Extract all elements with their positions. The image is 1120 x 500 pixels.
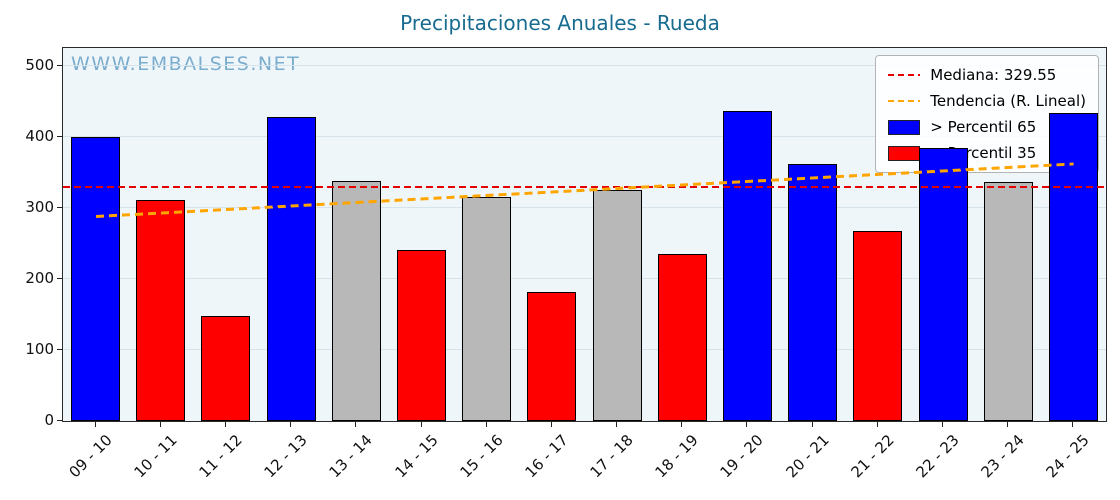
gridline (63, 136, 1106, 138)
x-tick-label: 24 - 25 (1042, 431, 1094, 482)
bar-16-17 (527, 291, 577, 421)
x-tick-mark (942, 422, 944, 427)
y-tick-label: 100 (25, 339, 54, 358)
gridline (63, 65, 1106, 67)
x-tick-mark (616, 422, 618, 427)
y-tick-label: 0 (44, 411, 54, 429)
legend-label-tendencia: Tendencia (R. Lineal) (930, 92, 1086, 110)
x-tick-mark (94, 422, 96, 427)
x-tick-mark (811, 422, 813, 427)
bar-17-18 (592, 190, 642, 421)
bar-18-19 (657, 254, 707, 421)
y-tick-mark (57, 206, 62, 208)
y-tick-mark (57, 420, 62, 421)
x-tick-label: 16 - 17 (521, 431, 572, 482)
y-tick-mark (57, 277, 62, 279)
bar-15-16 (462, 197, 512, 421)
bar-14-15 (397, 249, 447, 421)
bar-23-24 (983, 182, 1033, 421)
y-tick-mark (57, 348, 62, 350)
y-tick-label: 200 (25, 268, 54, 287)
x-tick-label: 14 - 15 (390, 431, 442, 482)
x-tick-mark (746, 422, 748, 427)
gridline (63, 207, 1106, 209)
trend-dash-swatch (888, 100, 921, 102)
bar-11-12 (201, 315, 251, 421)
y-tick-label: 500 (25, 55, 54, 74)
legend-item-percentil-65: > Percentil 65 (888, 118, 1086, 136)
legend-label-percentil-65: > Percentil 65 (930, 118, 1037, 136)
x-tick-label: 20 - 21 (782, 431, 833, 482)
median-dash-swatch (888, 74, 921, 76)
bar-10-11 (136, 200, 186, 421)
median-line (63, 185, 1106, 188)
x-tick-mark (224, 422, 226, 427)
x-tick-label: 17 - 18 (586, 431, 637, 482)
percentil-35-swatch (888, 145, 921, 161)
bar-12-13 (266, 116, 316, 421)
y-tick-mark (57, 135, 62, 137)
x-tick-label: 18 - 19 (651, 431, 703, 482)
x-tick-mark (159, 422, 161, 427)
chart-title: Precipitaciones Anuales - Rueda (400, 11, 720, 35)
x-tick-mark (290, 422, 292, 427)
x-tick-mark (550, 422, 552, 427)
x-tick-label: 22 - 23 (912, 431, 963, 482)
x-tick-label: 19 - 20 (716, 431, 768, 482)
x-tick-label: 09 - 10 (65, 431, 116, 482)
bar-13-14 (331, 180, 381, 421)
x-tick-label: 12 - 13 (260, 431, 311, 482)
legend-item-tendencia: Tendencia (R. Lineal) (888, 92, 1086, 110)
bar-20-21 (788, 163, 838, 421)
x-tick-label: 10 - 11 (130, 431, 181, 482)
x-tick-label: 21 - 22 (847, 431, 898, 482)
percentil-65-swatch (888, 119, 921, 135)
y-tick-label: 300 (25, 197, 54, 216)
bar-19-20 (722, 111, 772, 421)
y-tick-mark (57, 64, 62, 66)
gridline (63, 349, 1106, 351)
legend-label-mediana: Mediana: 329.55 (930, 66, 1057, 84)
x-tick-mark (876, 422, 878, 427)
x-tick-mark (681, 422, 683, 427)
x-tick-mark (420, 422, 422, 427)
x-tick-label: 13 - 14 (325, 431, 377, 482)
x-tick-mark (485, 422, 487, 427)
x-tick-mark (1007, 422, 1009, 427)
y-tick-label: 400 (25, 126, 54, 145)
legend-item-mediana: Mediana: 329.55 (888, 66, 1086, 84)
x-tick-mark (1072, 422, 1074, 427)
bar-24-25 (1048, 113, 1098, 421)
bar-09-10 (71, 136, 121, 421)
x-tick-label: 15 - 16 (456, 431, 507, 482)
bar-22-23 (918, 148, 968, 421)
watermark: WWW.EMBALSES.NET (71, 53, 301, 75)
bar-21-22 (853, 231, 903, 421)
x-tick-mark (355, 422, 357, 427)
plot-area: WWW.EMBALSES.NET Mediana: 329.55 Tendenc… (62, 47, 1107, 422)
x-tick-label: 23 - 24 (977, 431, 1028, 482)
x-tick-label: 11 - 12 (195, 431, 246, 482)
gridline (63, 278, 1106, 280)
